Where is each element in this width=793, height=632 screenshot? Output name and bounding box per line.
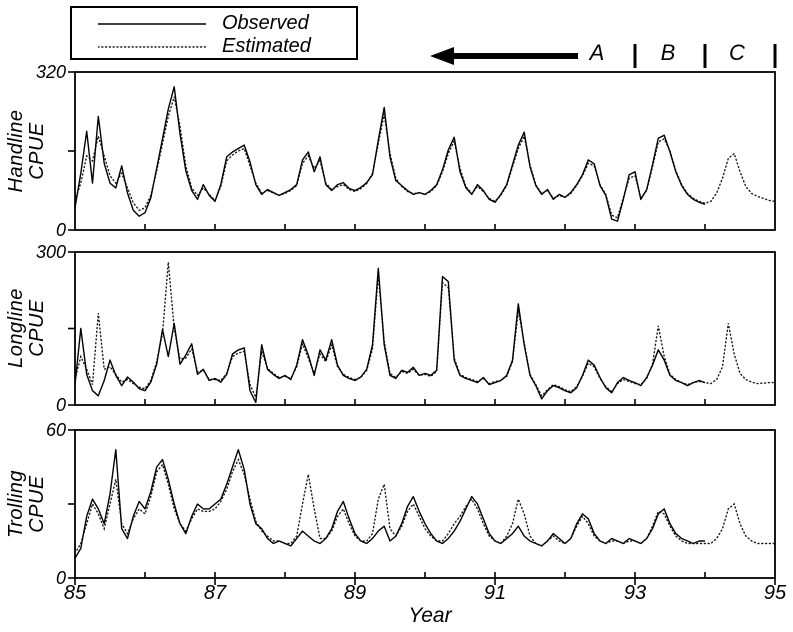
period-label-c: C bbox=[729, 40, 745, 65]
period-annotation bbox=[430, 44, 777, 68]
left-arrow-head-icon bbox=[430, 47, 454, 65]
observed-series bbox=[74, 86, 706, 222]
observed-line-sample bbox=[98, 22, 206, 25]
observed-series bbox=[74, 267, 706, 404]
y-tick-label: 0 bbox=[55, 395, 66, 415]
y-axis-title-handline: Handline CPUE bbox=[5, 71, 50, 231]
estimated-series bbox=[74, 96, 776, 219]
y-axis-title-line: Handline bbox=[5, 109, 27, 193]
observed-series bbox=[74, 449, 705, 559]
y-axis-title-line: CPUE bbox=[26, 299, 48, 357]
longline-panel bbox=[68, 251, 776, 406]
y-axis-title-line: Longline bbox=[5, 288, 27, 368]
x-tick-label: 95 bbox=[763, 582, 787, 604]
x-axis-title: Year bbox=[408, 604, 452, 627]
panel-frame bbox=[74, 251, 776, 406]
x-tick-label: 87 bbox=[203, 582, 227, 604]
period-label-a: A bbox=[589, 40, 605, 65]
legend: Observed Estimated bbox=[70, 6, 358, 60]
handline-panel bbox=[68, 71, 776, 231]
legend-entry-estimated: Estimated bbox=[98, 35, 346, 58]
legend-observed-label: Observed bbox=[222, 12, 309, 34]
y-axis-title-longline: Longline CPUE bbox=[5, 248, 50, 408]
x-tick-label: 91 bbox=[483, 582, 507, 604]
estimated-series bbox=[74, 457, 776, 555]
period-label-b: B bbox=[660, 40, 676, 65]
legend-estimated-label: Estimated bbox=[222, 35, 311, 57]
trolling-panel bbox=[68, 429, 776, 585]
y-axis-title-trolling: Trolling CPUE bbox=[5, 424, 50, 584]
panel-frame bbox=[74, 429, 776, 579]
y-tick-label: 320 bbox=[35, 62, 66, 82]
y-tick-label: 0 bbox=[55, 220, 66, 240]
y-axis-title-line: CPUE bbox=[26, 122, 48, 180]
y-tick-label: 0 bbox=[55, 568, 66, 588]
legend-entry-observed: Observed bbox=[98, 12, 346, 35]
estimated-line-sample bbox=[98, 45, 206, 48]
y-tick-label: 60 bbox=[45, 420, 66, 440]
y-axis-title-line: CPUE bbox=[26, 475, 48, 533]
x-tick-label: 89 bbox=[343, 582, 367, 604]
y-tick-label: 300 bbox=[35, 242, 66, 262]
y-axis-title-line: Trolling bbox=[5, 469, 27, 539]
estimated-series bbox=[74, 262, 776, 400]
x-tick-label: 85 bbox=[63, 582, 87, 604]
x-tick-label: 93 bbox=[623, 582, 647, 604]
